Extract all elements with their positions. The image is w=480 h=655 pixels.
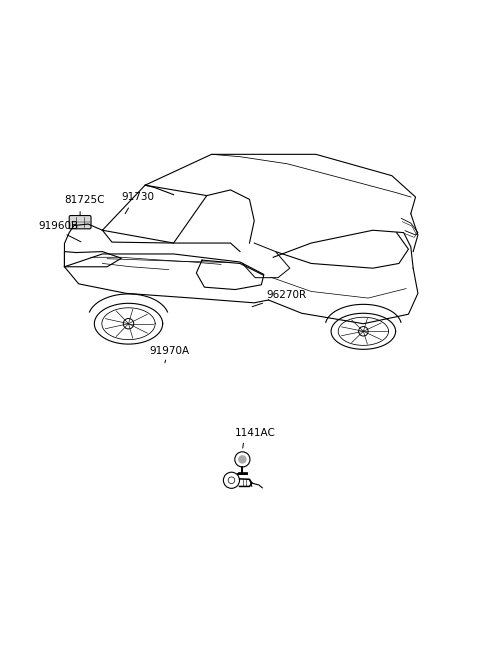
Text: 1141AC: 1141AC (235, 428, 276, 438)
FancyBboxPatch shape (69, 215, 91, 229)
Circle shape (238, 455, 247, 464)
Text: 96270R: 96270R (266, 290, 306, 300)
Text: 81725C: 81725C (64, 195, 105, 205)
Text: 91730: 91730 (121, 192, 155, 202)
Text: 91970A: 91970A (150, 346, 190, 356)
Text: 91960B: 91960B (38, 221, 79, 231)
